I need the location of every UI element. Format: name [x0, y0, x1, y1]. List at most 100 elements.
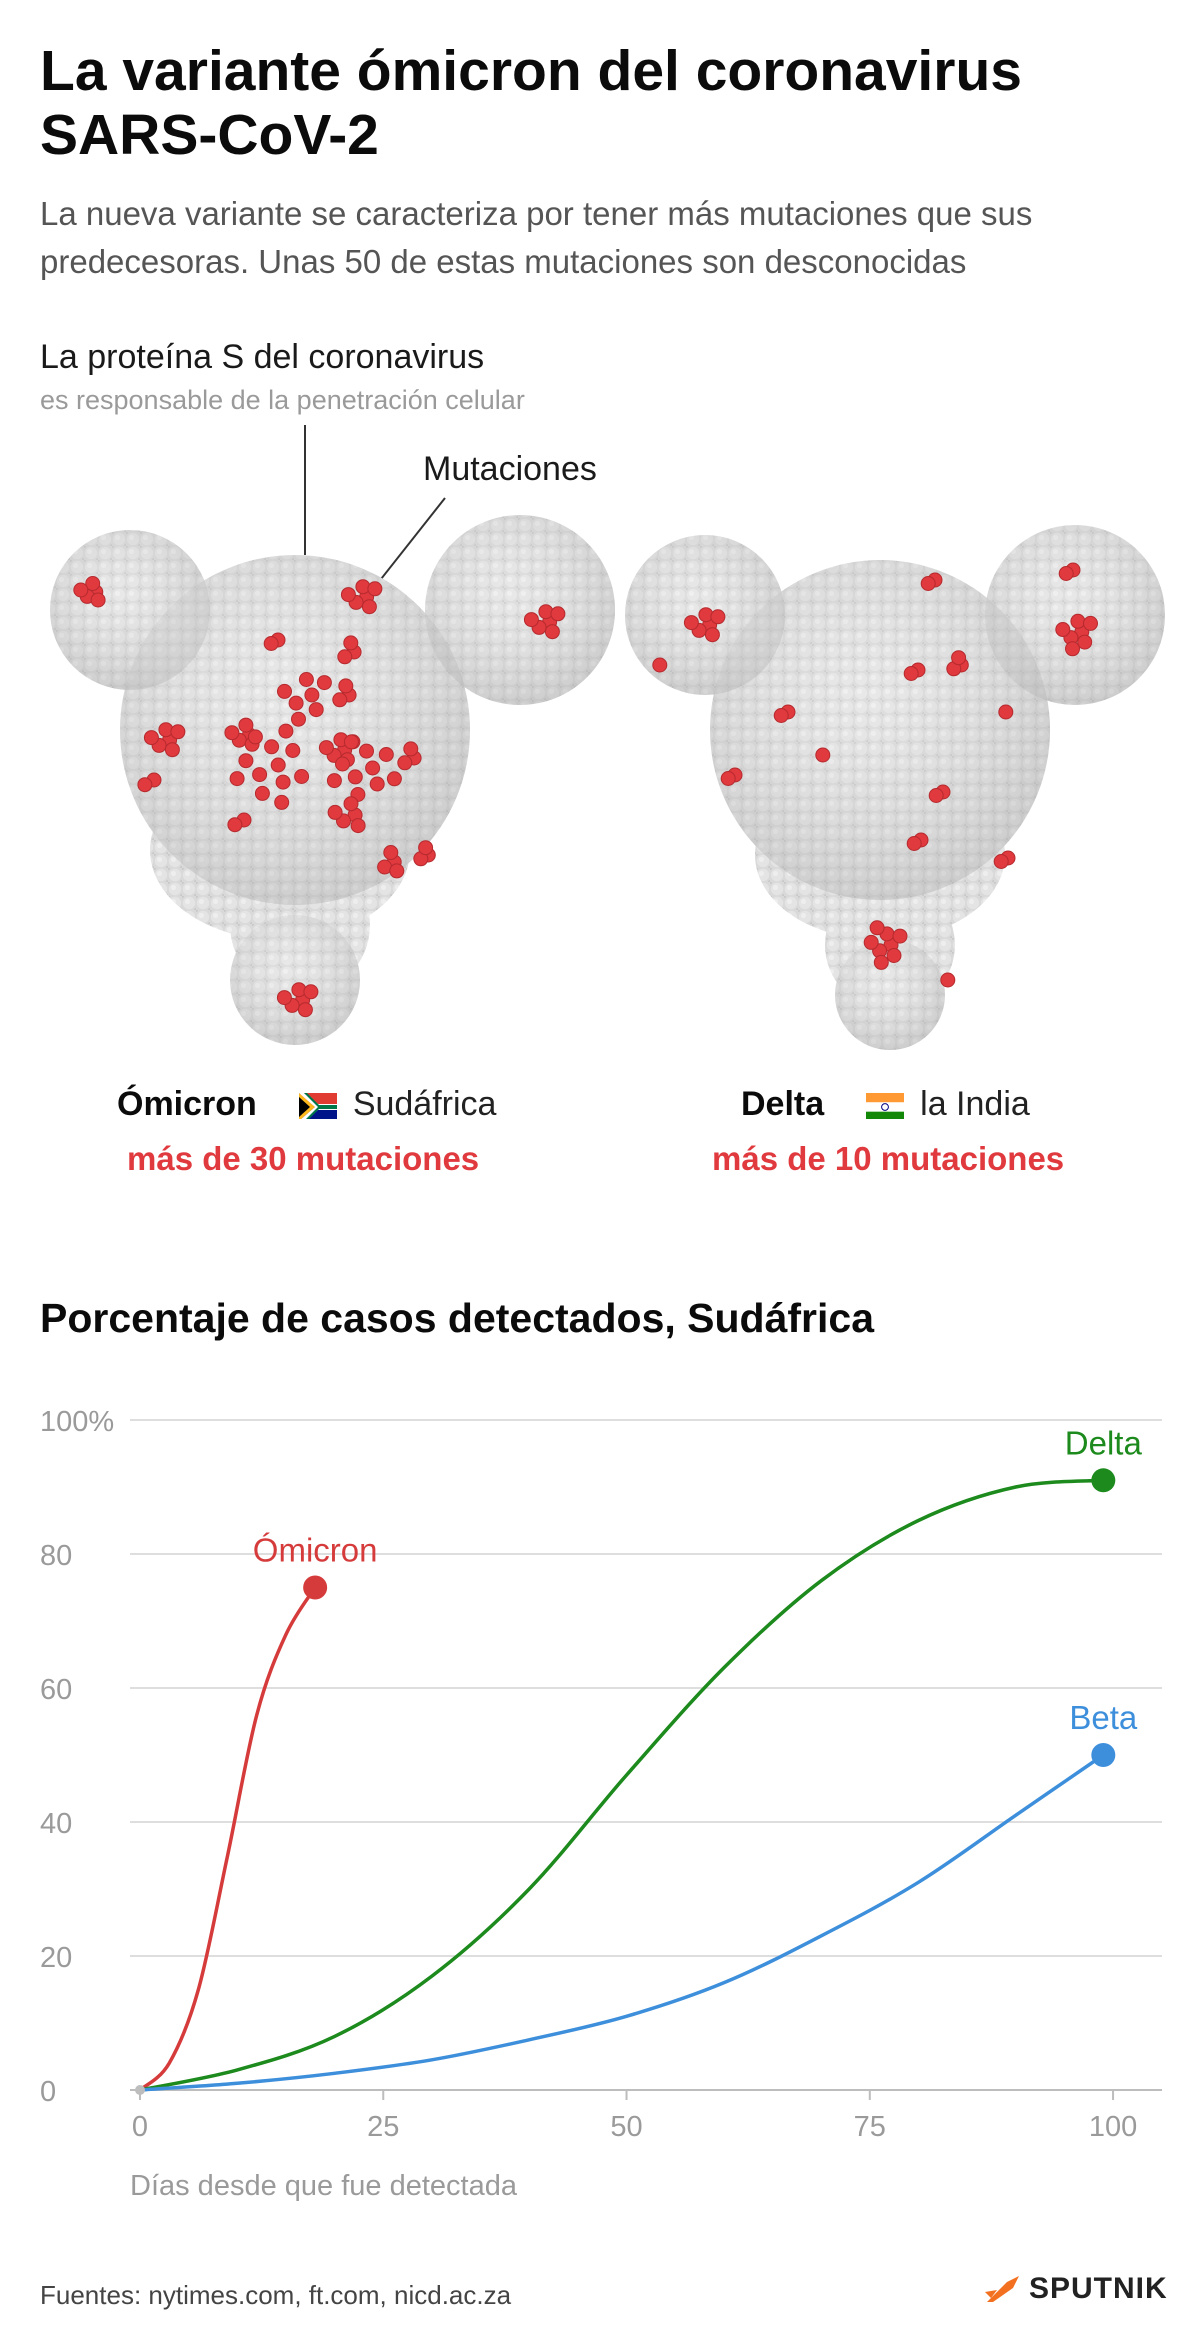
brand-name: SPUTNIK — [1029, 2272, 1168, 2305]
x-tick-label: 25 — [367, 2111, 399, 2143]
mutation-dot — [544, 624, 560, 640]
protein-illustrations — [50, 425, 1165, 1050]
mutation-dot — [550, 606, 566, 622]
mutation-dot — [297, 1002, 313, 1018]
delta-mutation-count: más de 10 mutaciones — [712, 1140, 1065, 1177]
mutation-dot — [998, 704, 1014, 720]
mutation-dot — [294, 769, 310, 784]
omicron-mutation-count: más de 30 mutaciones — [127, 1140, 480, 1177]
mutation-dot — [403, 741, 419, 757]
mutations-label: Mutaciones — [423, 450, 597, 488]
protein-subtitle: es responsable de la penetración celular — [40, 385, 525, 415]
y-tick-label: 0 — [40, 2076, 56, 2108]
mutation-dot — [343, 635, 359, 651]
y-tick-label: 20 — [40, 1942, 72, 1974]
mutation-dot — [920, 576, 936, 591]
omicron-series-line — [138, 1586, 317, 2092]
sputnik-logo-icon — [985, 2276, 1019, 2302]
mutation-dot — [327, 804, 343, 820]
mutation-dot — [224, 725, 240, 741]
sources-footer: Fuentes: nytimes.com, ft.com, nicd.ac.za — [40, 2280, 512, 2310]
mutation-dot — [340, 587, 356, 603]
mutation-dot — [264, 739, 280, 755]
mutation-dot — [710, 609, 726, 625]
page-subtitle: La nueva variante se caracteriza por ten… — [40, 195, 1033, 280]
mutation-dot — [869, 920, 885, 936]
mutation-dot — [386, 771, 402, 787]
mutation-dot — [291, 711, 306, 727]
mutation-dot — [365, 760, 381, 776]
mutation-dot — [940, 972, 956, 988]
omicron-mutation-dots — [73, 576, 566, 1018]
mutation-dot — [350, 818, 366, 834]
mutation-dot — [227, 817, 243, 833]
mutation-dot — [928, 788, 944, 803]
mutation-dot — [318, 740, 334, 756]
mutation-dot — [270, 757, 286, 773]
variant-omicron-row: Ómicron Sudáfrica — [117, 1085, 496, 1124]
x-tick-label: 50 — [610, 2111, 642, 2143]
mutation-dot — [347, 769, 363, 785]
mutation-dot — [397, 755, 413, 771]
mutation-dot — [170, 724, 186, 740]
beta-end-point — [1091, 1743, 1116, 1767]
mutation-dot — [343, 734, 359, 750]
mutation-dot — [815, 747, 831, 763]
mutation-dot — [303, 984, 319, 1000]
mutation-dot — [274, 794, 290, 810]
beta-series-label: Beta — [1069, 1699, 1138, 1736]
delta-series-label: Delta — [1065, 1424, 1143, 1461]
mutation-dot — [993, 854, 1009, 869]
y-tick-label: 60 — [40, 1674, 72, 1706]
protein-title: La proteína S del coronavirus — [40, 338, 485, 376]
mutation-dot — [359, 743, 374, 759]
page-title: La variante ómicron del coronavirus SARS… — [40, 39, 1022, 167]
mutation-dot — [369, 776, 385, 792]
mutation-dot — [143, 730, 159, 746]
mutation-dot — [252, 767, 268, 783]
mutation-dot — [720, 771, 736, 786]
mutation-dot — [247, 729, 263, 745]
delta-series-line — [139, 1478, 1104, 2092]
y-tick-label: 80 — [40, 1540, 72, 1572]
mutation-dot — [343, 796, 359, 812]
sputnik-brand: SPUTNIK — [985, 2272, 1168, 2306]
mutation-dot — [886, 948, 902, 963]
delta-end-point — [1091, 1468, 1116, 1493]
mutation-dot — [278, 723, 294, 739]
mutation-dot — [383, 845, 399, 860]
delta-mutation-dots — [652, 562, 1098, 988]
mutation-dot — [164, 742, 180, 758]
beta-series-line — [139, 1753, 1105, 2092]
mutations-pointer-line — [369, 497, 446, 594]
mutation-dot — [337, 649, 353, 665]
mutation-dot — [285, 743, 301, 758]
mutation-dot — [1083, 615, 1098, 631]
india-flag-icon — [866, 1091, 905, 1119]
mutation-dot — [361, 599, 377, 615]
mutation-dot — [892, 928, 908, 944]
mutation-dot — [276, 990, 292, 1006]
mutation-dot — [378, 747, 394, 762]
chart-title: Porcentaje de casos detectados, Sudáfric… — [40, 1295, 874, 1341]
variant-name: Ómicron — [117, 1085, 257, 1123]
mutation-dot — [238, 753, 254, 769]
mutation-dot — [254, 785, 270, 801]
south-africa-flag-icon — [298, 1091, 337, 1119]
mutation-dot — [683, 615, 699, 631]
variant-name: Delta — [741, 1085, 825, 1123]
mutation-dot — [308, 702, 324, 718]
mutation-dot — [316, 675, 332, 691]
mutation-dot — [389, 863, 405, 879]
mutation-dot — [277, 683, 292, 699]
mutation-dot — [903, 666, 919, 681]
mutation-dot — [238, 717, 254, 733]
mutation-dot — [523, 612, 539, 628]
mutation-dot — [863, 934, 879, 950]
mutation-dot — [275, 774, 291, 790]
mutation-dot — [288, 695, 304, 711]
mutation-dot — [652, 657, 668, 673]
mutation-dot — [906, 836, 922, 851]
mutation-dot — [326, 773, 342, 789]
mutation-dot — [418, 840, 434, 856]
